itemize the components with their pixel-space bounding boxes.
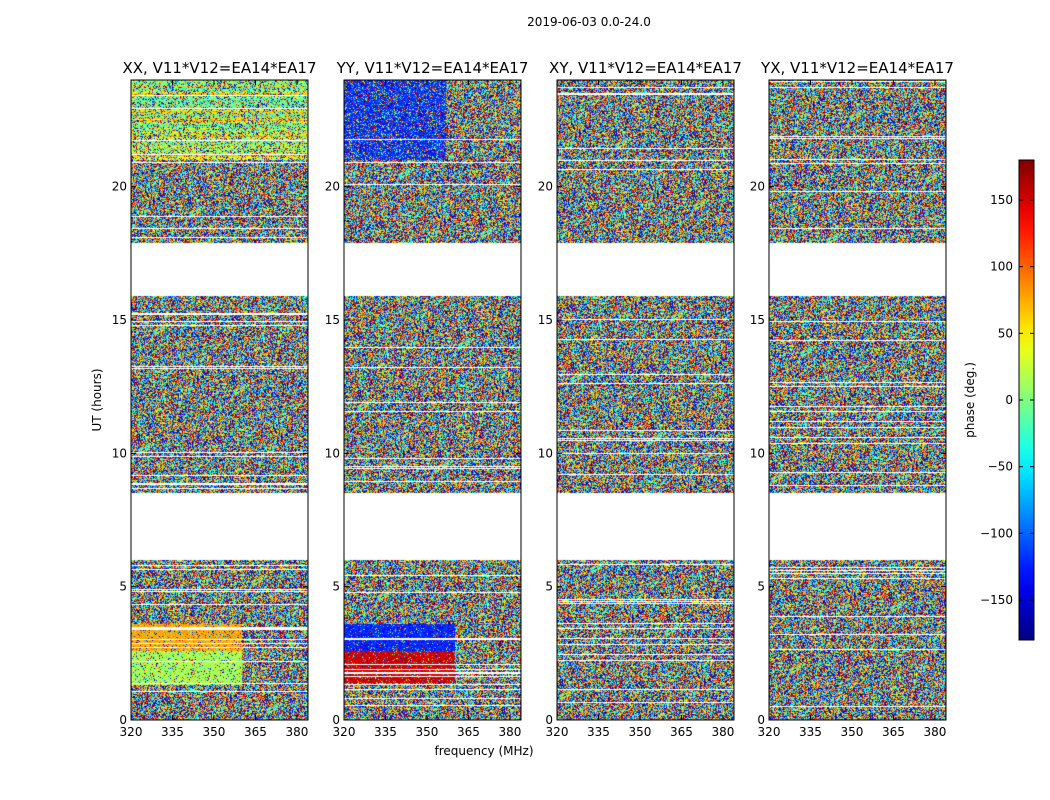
colorbar-tick-label: 0 bbox=[1005, 393, 1013, 407]
y-tick-label: 15 bbox=[750, 313, 765, 327]
y-tick-label: 5 bbox=[119, 580, 127, 594]
y-tick-label: 20 bbox=[750, 180, 765, 194]
x-tick-label: 335 bbox=[161, 725, 184, 739]
x-tick-label: 350 bbox=[841, 725, 864, 739]
y-tick-label: 20 bbox=[112, 180, 127, 194]
panel-noise-2: XY, V11*V12=EA14*EA17 320 335 350 365 380 0 5 10… bbox=[538, 59, 742, 739]
y-tick-label: 5 bbox=[332, 580, 340, 594]
y-tick-label: 20 bbox=[538, 180, 553, 194]
panel-frame bbox=[130, 79, 309, 721]
x-tick-label: 320 bbox=[758, 725, 781, 739]
panel-title: XY, V11*V12=EA14*EA17 bbox=[549, 59, 742, 77]
y-tick-label: 10 bbox=[112, 446, 127, 460]
colorbar-tick-label: 100 bbox=[990, 260, 1013, 274]
x-tick-label: 380 bbox=[923, 725, 946, 739]
figure-suptitle: 2019-06-03 0.0-24.0 bbox=[527, 15, 651, 29]
colorbar-tick-label: −100 bbox=[980, 526, 1013, 540]
panel-frame bbox=[556, 79, 735, 721]
y-tick-label: 10 bbox=[538, 446, 553, 460]
y-tick-label: 5 bbox=[545, 580, 553, 594]
y-tick-label: 0 bbox=[332, 713, 340, 727]
panel-title: XX, V11*V12=EA14*EA17 bbox=[122, 59, 316, 77]
colorbar-tick-label: 50 bbox=[998, 326, 1013, 340]
panel-yy-1: YY, V11*V12=EA14*EA17 320 335 350 365 380 0 5 10… bbox=[325, 59, 529, 739]
y-tick-label: 10 bbox=[325, 446, 340, 460]
panel-title: YX, V11*V12=EA14*EA17 bbox=[760, 59, 954, 77]
colorbar-tick-label: −150 bbox=[980, 593, 1013, 607]
colorbar-tick-label: −50 bbox=[988, 460, 1013, 474]
panel-xx-0: XX, V11*V12=EA14*EA17 320 335 350 365 380 0 5 10… bbox=[112, 59, 317, 739]
y-tick-label: 0 bbox=[757, 713, 765, 727]
x-tick-label: 335 bbox=[799, 725, 822, 739]
panels: XX, V11*V12=EA14*EA17 320 335 350 365 380 0 5 10… bbox=[112, 59, 954, 739]
x-tick-label: 365 bbox=[457, 725, 480, 739]
y-tick-label: 15 bbox=[538, 313, 553, 327]
y-tick-label: 15 bbox=[325, 313, 340, 327]
heatmap-raster bbox=[557, 80, 734, 720]
y-tick-label: 5 bbox=[757, 580, 765, 594]
x-tick-label: 365 bbox=[882, 725, 905, 739]
x-tick-label: 365 bbox=[244, 725, 267, 739]
x-tick-label: 320 bbox=[333, 725, 356, 739]
panel-frame bbox=[343, 79, 522, 721]
x-tick-label: 320 bbox=[546, 725, 569, 739]
y-axis-label: UT (hours) bbox=[90, 368, 104, 431]
heatmap-raster bbox=[344, 80, 521, 720]
x-tick-label: 350 bbox=[629, 725, 652, 739]
x-tick-label: 365 bbox=[670, 725, 693, 739]
x-tick-label: 335 bbox=[587, 725, 610, 739]
colorbar-label: phase (deg.) bbox=[963, 362, 977, 438]
x-axis-label: frequency (MHz) bbox=[434, 744, 533, 758]
heatmap-raster bbox=[769, 80, 946, 720]
x-tick-label: 380 bbox=[285, 725, 308, 739]
y-tick-label: 10 bbox=[750, 446, 765, 460]
x-tick-label: 380 bbox=[711, 725, 734, 739]
y-tick-label: 15 bbox=[112, 313, 127, 327]
x-tick-label: 380 bbox=[498, 725, 521, 739]
panel-noise-3: YX, V11*V12=EA14*EA17 320 335 350 365 380 0 5 10… bbox=[750, 59, 954, 739]
x-tick-label: 350 bbox=[203, 725, 226, 739]
y-tick-label: 0 bbox=[545, 713, 553, 727]
panel-frame bbox=[768, 79, 947, 721]
x-tick-label: 350 bbox=[416, 725, 439, 739]
x-tick-label: 335 bbox=[374, 725, 397, 739]
y-tick-label: 0 bbox=[119, 713, 127, 727]
colorbar-tick-label: 150 bbox=[990, 193, 1013, 207]
y-tick-label: 20 bbox=[325, 180, 340, 194]
colorbar: 150 100 50 0 −50 −100 −150 bbox=[980, 159, 1035, 641]
panel-title: YY, V11*V12=EA14*EA17 bbox=[336, 59, 529, 77]
x-tick-label: 320 bbox=[120, 725, 143, 739]
heatmap-raster bbox=[131, 80, 308, 720]
